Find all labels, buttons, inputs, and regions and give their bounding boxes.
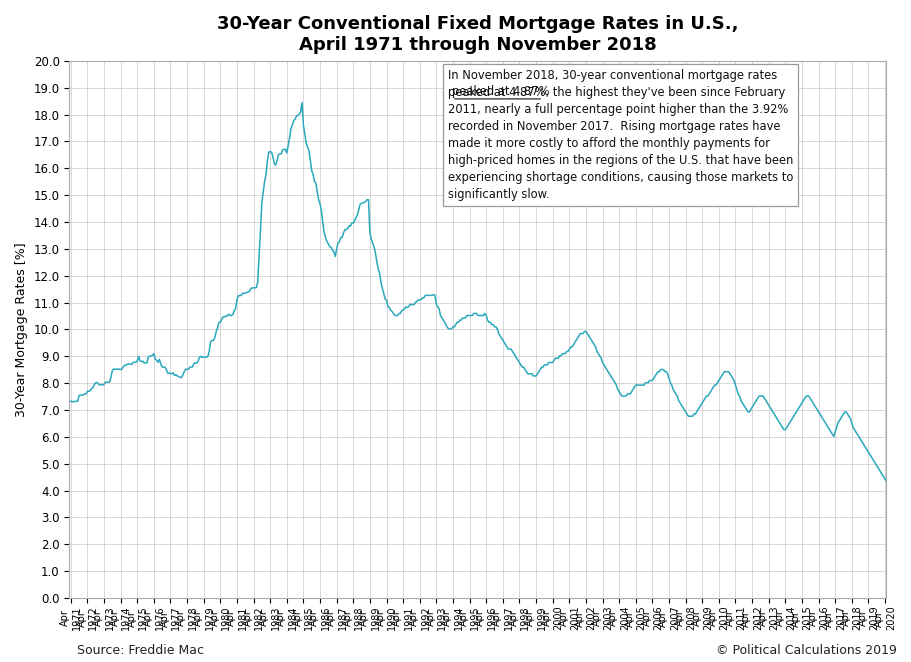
Text: Source: Freddie Mac: Source: Freddie Mac: [77, 643, 204, 657]
Y-axis label: 30-Year Mortgage Rates [%]: 30-Year Mortgage Rates [%]: [15, 242, 28, 417]
Text: peaked at 4.87%: peaked at 4.87%: [452, 85, 549, 97]
Text: In November 2018, 30-year conventional mortgage rates
peaked at 4.87%, the highe: In November 2018, 30-year conventional m…: [447, 69, 793, 201]
Text: © Political Calculations 2019: © Political Calculations 2019: [716, 643, 897, 657]
Title: 30-Year Conventional Fixed Mortgage Rates in U.S.,
April 1971 through November 2: 30-Year Conventional Fixed Mortgage Rate…: [217, 15, 739, 54]
